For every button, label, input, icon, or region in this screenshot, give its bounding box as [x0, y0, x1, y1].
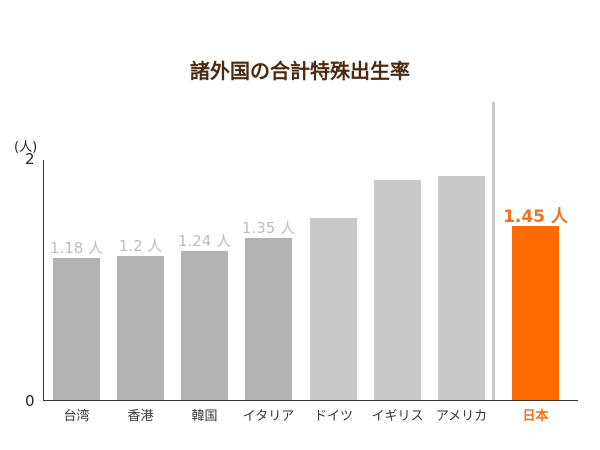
bar-0 — [53, 258, 100, 400]
value-label-7: 1.45 人 — [503, 207, 568, 227]
value-label-3: 1.35 人 — [241, 219, 296, 237]
x-label-7: 日本 — [522, 409, 549, 424]
x-label-2: 韓国 — [191, 409, 218, 424]
x-label-3: イタリア — [242, 409, 295, 424]
bar-4 — [310, 218, 357, 400]
x-axis — [43, 400, 578, 401]
bar-1 — [117, 256, 164, 400]
bar-3 — [245, 238, 292, 400]
bar-5 — [374, 180, 421, 400]
y-axis — [43, 160, 44, 400]
x-label-6: アメリカ — [435, 409, 488, 424]
y-tick-0: 0 — [25, 392, 35, 410]
y-tick-2: 2 — [25, 150, 35, 168]
value-label-0: 1.18 人 — [49, 239, 104, 257]
bar-7 — [512, 226, 559, 400]
chart-title: 諸外国の合計特殊出生率 — [190, 59, 410, 83]
x-label-4: ドイツ — [313, 409, 353, 424]
x-label-5: イギリス — [371, 409, 424, 424]
japan-divider-line — [492, 102, 495, 400]
x-label-1: 香港 — [127, 409, 154, 424]
value-label-2: 1.24 人 — [177, 232, 232, 250]
y-axis-unit-label: (人) — [14, 140, 38, 155]
x-label-0: 台湾 — [63, 409, 90, 424]
value-label-1: 1.2 人 — [118, 237, 163, 255]
bar-6 — [438, 176, 485, 400]
bar-2 — [181, 251, 228, 400]
